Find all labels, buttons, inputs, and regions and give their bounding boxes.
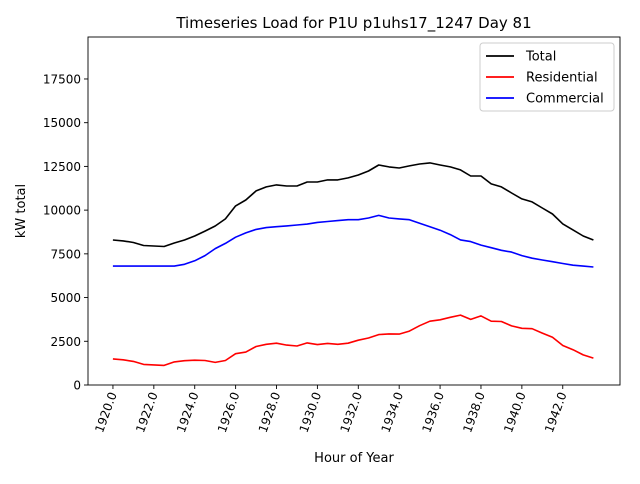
- x-tick-label: 1928.0: [256, 390, 284, 434]
- y-tick-label: 12500: [43, 160, 81, 174]
- y-tick-label: 10000: [43, 204, 81, 218]
- series-line-residential: [112, 314, 594, 367]
- legend-label: Commercial: [526, 92, 604, 107]
- series-line-total: [112, 162, 594, 248]
- x-tick-label: 1922.0: [133, 390, 161, 434]
- x-axis-label: Hour of Year: [314, 451, 394, 466]
- x-tick-label: 1938.0: [460, 390, 488, 434]
- chart-title: Timeseries Load for P1U p1uhs17_1247 Day…: [175, 14, 531, 33]
- y-axis-label: kW total: [14, 184, 29, 238]
- x-tick-label: 1936.0: [419, 390, 447, 434]
- x-axis: 1920.0 1922.0 1924.0 1926.0 1928.0 1930.0 1932…: [92, 385, 570, 434]
- x-tick-label: 1930.0: [297, 390, 325, 434]
- y-tick-label: 7500: [50, 247, 81, 261]
- plot-frame: [87, 36, 621, 386]
- legend-label: Residential: [526, 71, 598, 86]
- legend-label: Total: [525, 50, 556, 65]
- series-line-commercial: [112, 214, 594, 268]
- x-tick-label: 1926.0: [215, 390, 243, 434]
- x-tick-label: 1934.0: [378, 390, 406, 434]
- plot-area: [87, 36, 621, 386]
- y-tick-label: 17500: [43, 72, 81, 86]
- legend-box: [479, 42, 615, 112]
- x-tick-label: 1924.0: [174, 390, 202, 434]
- y-tick-label: 5000: [50, 291, 81, 305]
- y-axis: 0 2500 5000 7500 10000 12500 15000 17500: [43, 72, 88, 393]
- y-tick-label: 0: [73, 379, 81, 393]
- y-tick-label: 15000: [43, 116, 81, 130]
- y-tick-label: 2500: [50, 335, 81, 349]
- x-tick-label: 1932.0: [338, 390, 366, 434]
- x-tick-label: 1942.0: [542, 390, 570, 434]
- x-tick-label: 1920.0: [92, 390, 120, 434]
- x-tick-label: 1940.0: [501, 390, 529, 434]
- legend: Total Residential Commercial: [479, 42, 615, 112]
